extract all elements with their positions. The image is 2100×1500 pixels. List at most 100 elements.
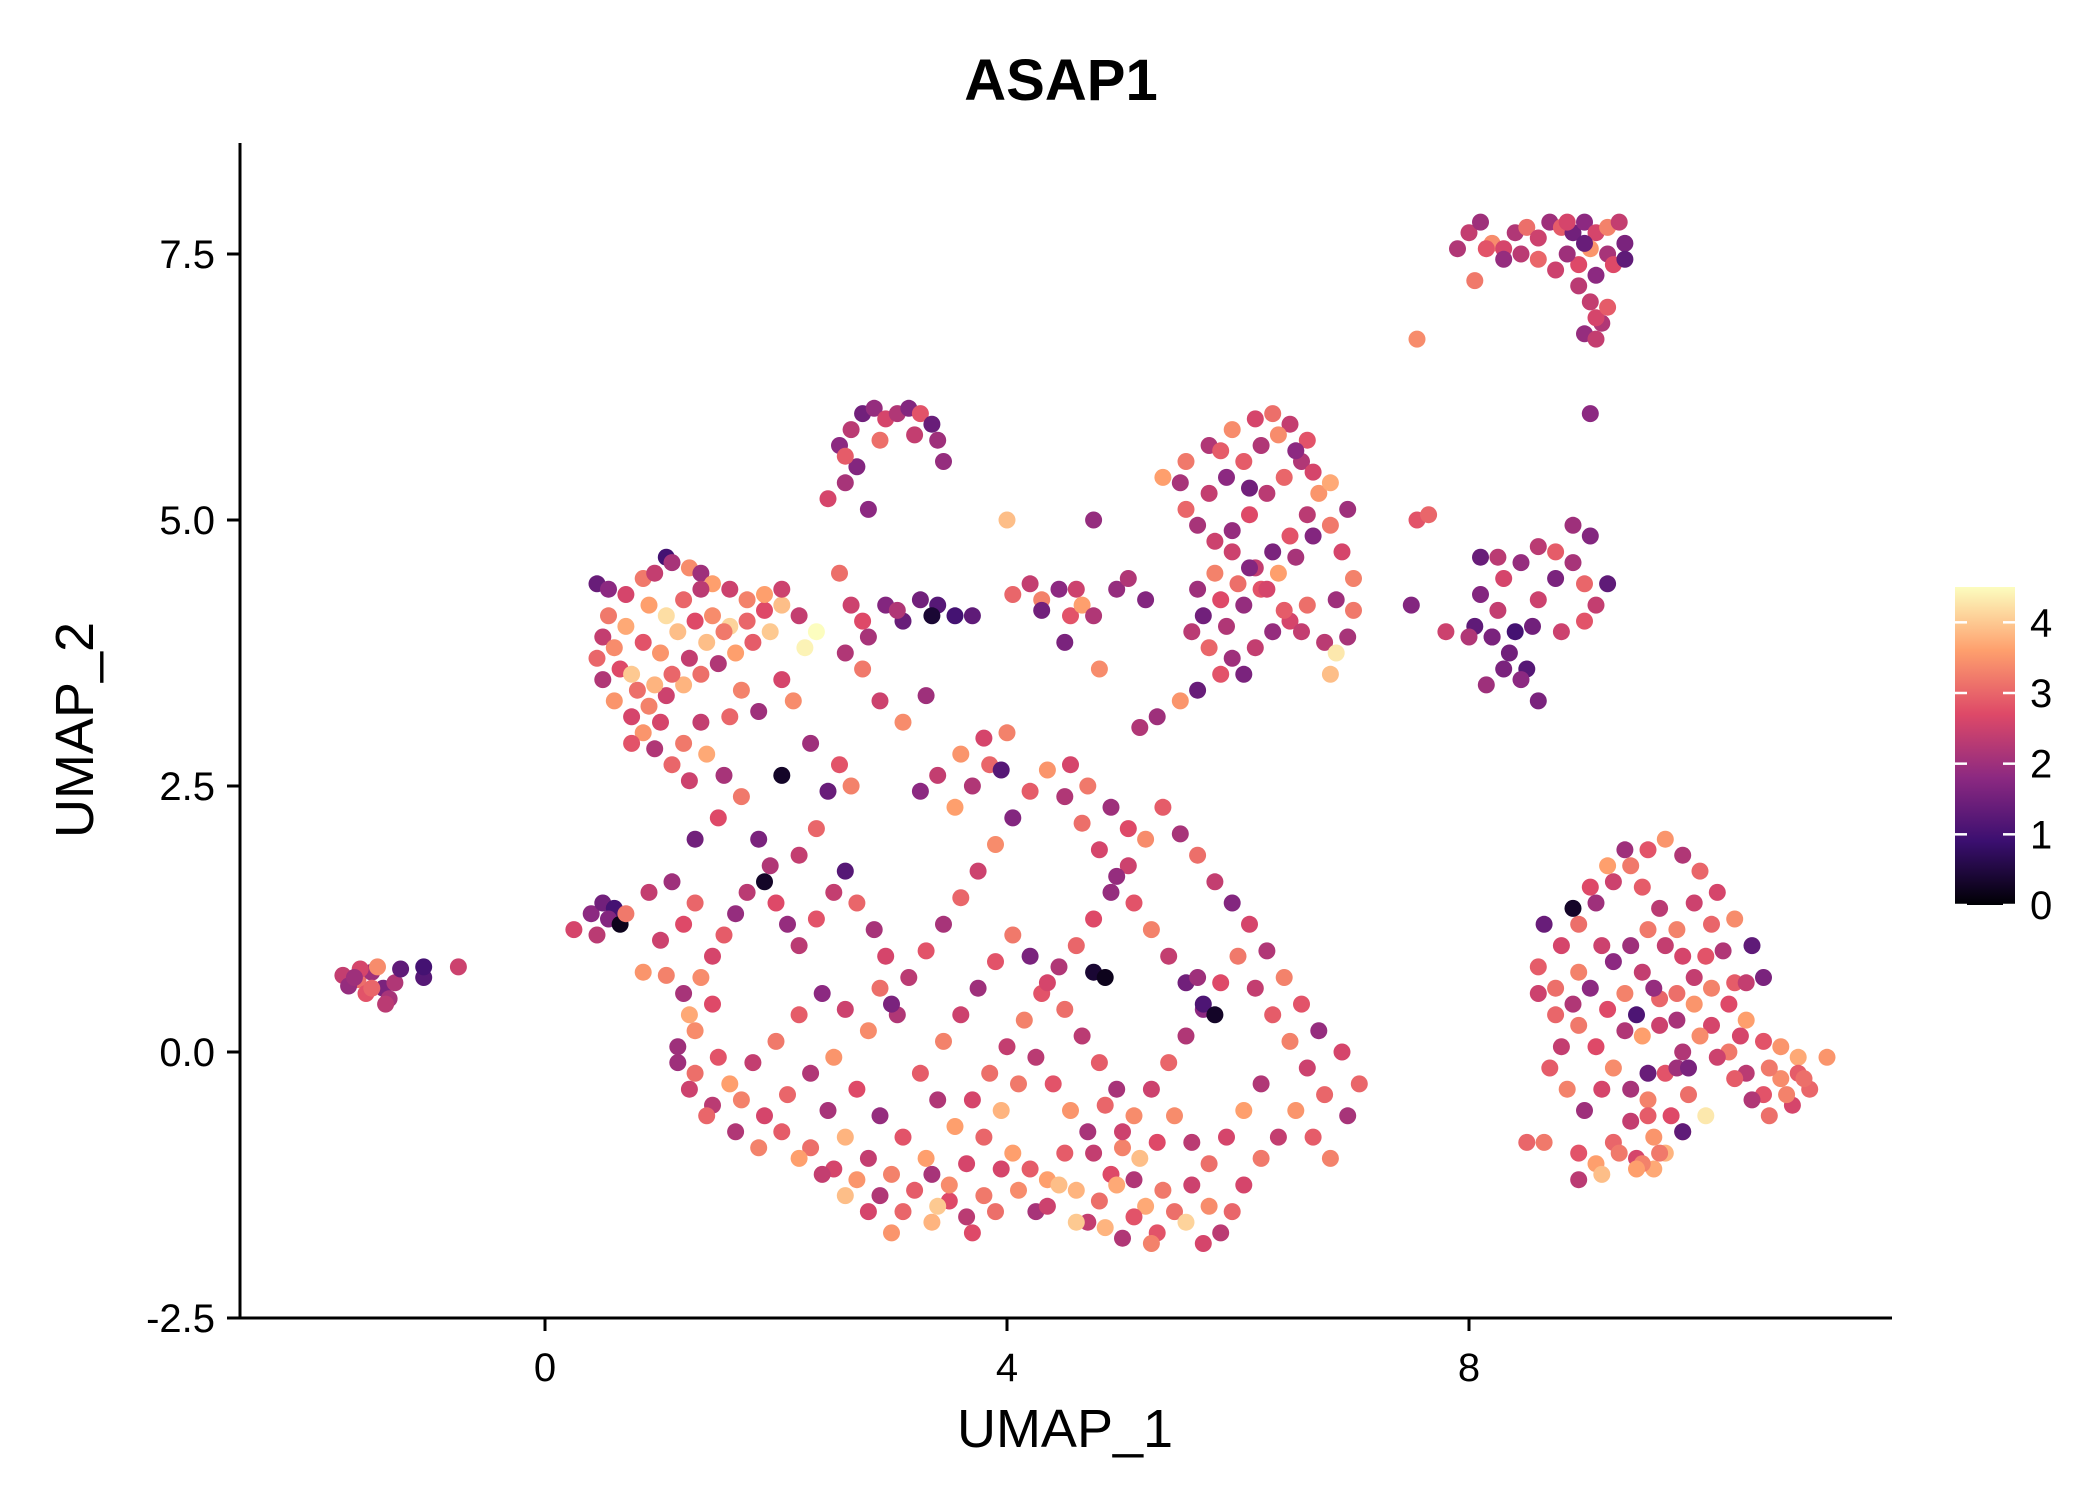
data-point (582, 905, 600, 923)
data-point (692, 580, 710, 598)
data-point (911, 1064, 929, 1082)
data-point (981, 1064, 999, 1082)
data-point (1691, 1027, 1709, 1045)
data-point (1529, 985, 1547, 1002)
data-point (848, 458, 866, 476)
data-point (1177, 1027, 1195, 1045)
data-point (1772, 1038, 1790, 1056)
data-point (888, 601, 906, 619)
data-point (987, 836, 1004, 853)
data-point (1472, 213, 1489, 231)
x-axis-label: UMAP_1 (957, 1399, 1173, 1459)
data-point (929, 1091, 947, 1109)
data-point (1050, 958, 1068, 976)
data-point (1529, 591, 1547, 609)
data-point (588, 649, 606, 667)
data-point (773, 766, 791, 784)
data-point (813, 1165, 831, 1183)
data-point (1189, 681, 1207, 699)
data-point (1581, 979, 1599, 997)
data-point (807, 820, 825, 838)
data-point (1223, 522, 1241, 540)
data-point (859, 1022, 877, 1040)
data-point (1073, 814, 1091, 832)
data-point (1651, 1016, 1669, 1034)
data-point (1651, 1144, 1669, 1162)
data-point (1171, 692, 1189, 710)
data-point (392, 960, 410, 978)
data-point (1241, 479, 1258, 497)
data-point (738, 612, 756, 630)
data-point (883, 995, 900, 1013)
data-point (1628, 1006, 1645, 1024)
data-point (680, 1080, 698, 1098)
data-point (1599, 575, 1617, 593)
data-point (1599, 298, 1617, 316)
data-point (1050, 580, 1068, 598)
data-point (1518, 1133, 1536, 1151)
data-point (623, 708, 641, 726)
data-point (634, 963, 652, 981)
data-point (1639, 1091, 1657, 1109)
data-point (1703, 979, 1720, 997)
data-point (1622, 857, 1640, 875)
data-point (1495, 250, 1513, 268)
data-point (1570, 256, 1588, 274)
data-point (686, 612, 704, 630)
data-point (779, 1086, 796, 1104)
data-point (1096, 1219, 1114, 1237)
data-point (1564, 516, 1582, 534)
data-point (917, 687, 935, 705)
data-point (923, 415, 941, 433)
data-point (1760, 1059, 1778, 1077)
data-point (836, 474, 854, 492)
data-point (1218, 617, 1235, 635)
data-point (1691, 862, 1709, 880)
data-point (802, 734, 820, 752)
data-point (1674, 1043, 1692, 1061)
data-point (1015, 1011, 1033, 1029)
data-point (715, 766, 733, 784)
data-point (790, 846, 808, 864)
data-point (663, 554, 681, 572)
data-point (842, 777, 860, 795)
data-point (715, 926, 733, 944)
data-point (998, 1038, 1016, 1056)
data-point (1616, 1022, 1634, 1040)
data-point (1085, 511, 1103, 529)
data-point (744, 1054, 762, 1072)
data-point (1189, 846, 1207, 864)
data-point (1587, 309, 1605, 327)
data-point (1062, 756, 1079, 774)
data-point (1304, 527, 1322, 545)
data-point (1004, 586, 1022, 603)
data-point (727, 1123, 745, 1141)
data-point (969, 862, 987, 880)
data-point (1246, 639, 1264, 657)
data-point (646, 564, 664, 582)
data-point (709, 1048, 727, 1066)
data-point (1281, 527, 1299, 545)
data-point (1552, 623, 1570, 641)
data-point (1038, 1197, 1056, 1215)
data-point (1125, 1171, 1143, 1189)
data-point (1142, 1080, 1160, 1098)
data-point (1466, 272, 1484, 290)
data-point (836, 1000, 854, 1018)
data-point (813, 985, 831, 1002)
data-point (877, 947, 895, 965)
data-point (1189, 516, 1207, 534)
data-point (1437, 623, 1455, 641)
data-point (1108, 580, 1126, 598)
data-point (773, 596, 791, 614)
data-point (600, 580, 617, 598)
data-point (1114, 1123, 1131, 1141)
data-point (1685, 969, 1703, 986)
data-point (1079, 1123, 1097, 1141)
data-point (958, 1155, 976, 1173)
data-point (1778, 1086, 1796, 1104)
data-point (692, 564, 710, 582)
data-point (923, 607, 941, 625)
data-point (1194, 1235, 1212, 1252)
data-point (1223, 543, 1241, 561)
